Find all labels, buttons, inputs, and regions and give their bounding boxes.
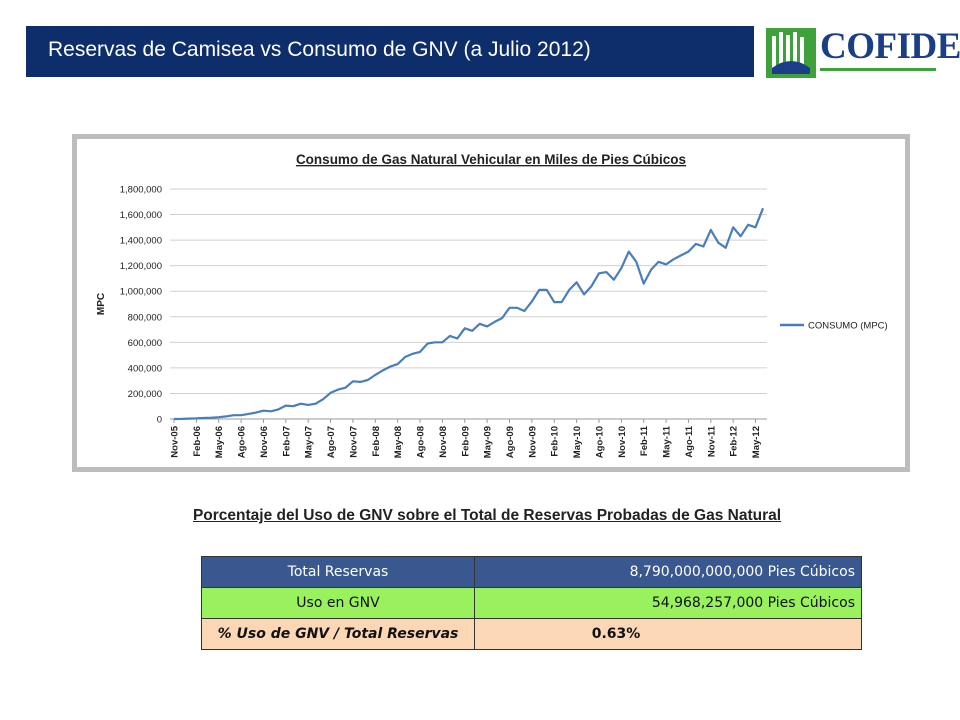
row-label: Total Reservas [201, 556, 475, 588]
logo-text: COFIDE [820, 26, 960, 67]
x-tick-label: Feb-06 [192, 426, 203, 457]
y-tick-label: 200,000 [128, 389, 162, 400]
x-tick-label: May-09 [483, 426, 494, 458]
x-tick-labels: Nov-05 Feb-06 May-06 Ago-06 Nov-06 Feb-07 May-… [170, 419, 762, 458]
x-tick-label: May-12 [751, 426, 762, 458]
x-tick-label: Feb-07 [281, 426, 292, 457]
cofide-logo: COFIDE [764, 24, 960, 82]
x-tick-label: Ago-06 [237, 426, 248, 458]
grid-lines [170, 188, 767, 420]
y-tick-label: 1,200,000 [120, 261, 162, 272]
slide-title-bar: Reservas de Camisea vs Consumo de GNV (a… [26, 26, 754, 77]
table-row: % Uso de GNV / Total Reservas 0.63% [201, 618, 862, 650]
row-value: 54,968,257,000 Pies Cúbicos [474, 587, 862, 619]
x-tick-label: Feb-09 [460, 426, 471, 457]
table-row: Total Reservas 8,790,000,000,000 Pies Cú… [201, 556, 862, 588]
x-tick-label: May-10 [572, 426, 583, 458]
x-tick-label: Feb-08 [371, 426, 382, 457]
table-title: Porcentaje del Uso de GNV sobre el Total… [192, 507, 782, 524]
x-tick-label: Nov-11 [706, 425, 717, 457]
x-tick-label: May-06 [214, 426, 225, 458]
chart-legend: CONSUMO (MPC) [780, 321, 888, 332]
x-tick-label: May-11 [662, 425, 673, 457]
row-value: 8,790,000,000,000 Pies Cúbicos [474, 556, 862, 588]
x-tick-label: Feb-12 [729, 426, 740, 457]
x-tick-label: Nov-10 [617, 426, 628, 458]
series-group [173, 207, 765, 421]
chart-area: Consumo de Gas Natural Vehicular en Mile… [77, 139, 905, 467]
y-tick-label: 1,600,000 [120, 210, 162, 221]
x-tick-label: Nov-08 [438, 426, 449, 458]
row-value: 0.63% [474, 618, 862, 650]
x-tick-label: Ago-09 [505, 426, 516, 458]
x-tick-label: Nov-09 [527, 426, 538, 458]
x-tick-label: May-07 [304, 426, 315, 458]
x-tick-label: Ago-10 [594, 426, 605, 458]
y-tick-label: 1,400,000 [120, 236, 162, 247]
x-tick-label: May-08 [393, 426, 404, 458]
x-tick-label: Nov-07 [348, 426, 359, 458]
table-row: Uso en GNV 54,968,257,000 Pies Cúbicos [201, 587, 862, 619]
x-tick-label: Feb-11 [639, 425, 650, 456]
series-line-consumo [173, 207, 765, 421]
cofide-logo-icon [766, 28, 816, 78]
x-tick-label: Ago-08 [416, 426, 427, 458]
chart-panel: Consumo de Gas Natural Vehicular en Mile… [72, 134, 910, 472]
y-tick-label: 0 [157, 415, 162, 426]
y-tick-label: 400,000 [128, 363, 162, 374]
logo-underline [820, 68, 936, 71]
x-tick-label: Feb-10 [550, 426, 561, 457]
reserves-table: Total Reservas 8,790,000,000,000 Pies Cú… [201, 556, 862, 650]
gnv-consumption-chart: Consumo de Gas Natural Vehicular en Mile… [96, 152, 888, 458]
legend-label: CONSUMO (MPC) [808, 321, 888, 332]
y-axis-label: MPC [96, 293, 107, 315]
chart-title: Consumo de Gas Natural Vehicular en Mile… [296, 152, 686, 167]
x-tick-label: Ago-07 [326, 426, 337, 458]
x-tick-label: Nov-06 [259, 426, 270, 458]
y-tick-label: 1,800,000 [120, 185, 162, 196]
y-tick-label: 1,000,000 [120, 287, 162, 298]
y-tick-labels: 0 200,000 400,000 600,000 800,000 1,000,000 1,… [120, 185, 162, 426]
x-tick-label: Nov-05 [170, 425, 181, 457]
y-tick-label: 600,000 [128, 338, 162, 349]
x-tick-label: Ago-11 [684, 425, 695, 457]
slide-title: Reservas de Camisea vs Consumo de GNV (a… [48, 38, 591, 61]
row-label: % Uso de GNV / Total Reservas [201, 618, 475, 650]
row-label: Uso en GNV [201, 587, 475, 619]
y-tick-label: 800,000 [128, 312, 162, 323]
